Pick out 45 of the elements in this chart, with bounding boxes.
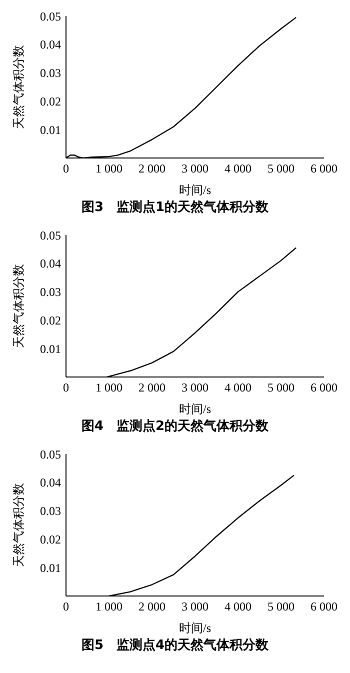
- x-tick-label: 1 000: [96, 162, 122, 176]
- x-tick-label: 4 000: [224, 162, 252, 176]
- x-tick-label: 0: [63, 162, 69, 176]
- x-tick-label: 3 000: [182, 600, 208, 614]
- y-tick-label: 0.02: [40, 532, 61, 546]
- x-axis-title: 时间/s: [178, 183, 212, 197]
- y-tick-label: 0.05: [40, 9, 61, 24]
- x-axis-title: 时间/s: [178, 621, 212, 635]
- text: 图3 监测点1的天然气体积分数: [80, 199, 270, 216]
- x-tick-label: 1 000: [96, 380, 122, 395]
- x-tick-label: 5 000: [268, 380, 294, 395]
- y-tick-label: 0.05: [40, 447, 61, 462]
- text: 图5 监测点4的天然气体积分数: [80, 637, 270, 654]
- y-tick-label: 0.01: [40, 122, 61, 137]
- x-tick-label: 2 000: [138, 380, 166, 395]
- y-tick-label: 0.03: [40, 66, 61, 80]
- x-tick-label: 4 000: [224, 380, 252, 395]
- x-axis-title: 时间/s: [178, 402, 212, 416]
- y-tick-label: 0.02: [40, 94, 61, 108]
- y-axis-title: 天然气体积分数: [11, 45, 26, 129]
- x-tick-label: 2 000: [138, 600, 166, 614]
- y-tick-label: 0.04: [40, 38, 61, 52]
- y-tick-label: 0.03: [40, 285, 61, 300]
- x-tick-label: 6 000: [310, 600, 338, 614]
- x-tick-label: 5 000: [268, 600, 294, 614]
- x-tick-label: 6 000: [310, 162, 338, 176]
- y-axis-title: 天然气体积分数: [11, 264, 26, 348]
- y-tick-label: 0.01: [40, 342, 61, 356]
- x-tick-label: 5 000: [268, 162, 294, 176]
- x-tick-label: 3 000: [182, 162, 208, 176]
- y-tick-label: 0.01: [40, 560, 61, 575]
- y-tick-label: 0.02: [40, 313, 61, 328]
- x-tick-label: 3 000: [182, 380, 208, 395]
- x-tick-label: 0: [63, 380, 69, 395]
- text: 图4 监测点2的天然气体积分数: [80, 418, 270, 435]
- y-axis-title: 天然气体积分数: [11, 483, 26, 567]
- x-tick-label: 0: [63, 600, 69, 614]
- x-tick-label: 2 000: [138, 162, 166, 176]
- x-tick-label: 4 000: [224, 600, 252, 614]
- y-tick-label: 0.03: [40, 504, 61, 518]
- y-tick-label: 0.05: [40, 228, 61, 242]
- y-tick-label: 0.04: [40, 256, 61, 271]
- x-tick-label: 6 000: [310, 380, 338, 395]
- x-tick-label: 1 000: [96, 600, 122, 614]
- y-tick-label: 0.04: [40, 476, 61, 490]
